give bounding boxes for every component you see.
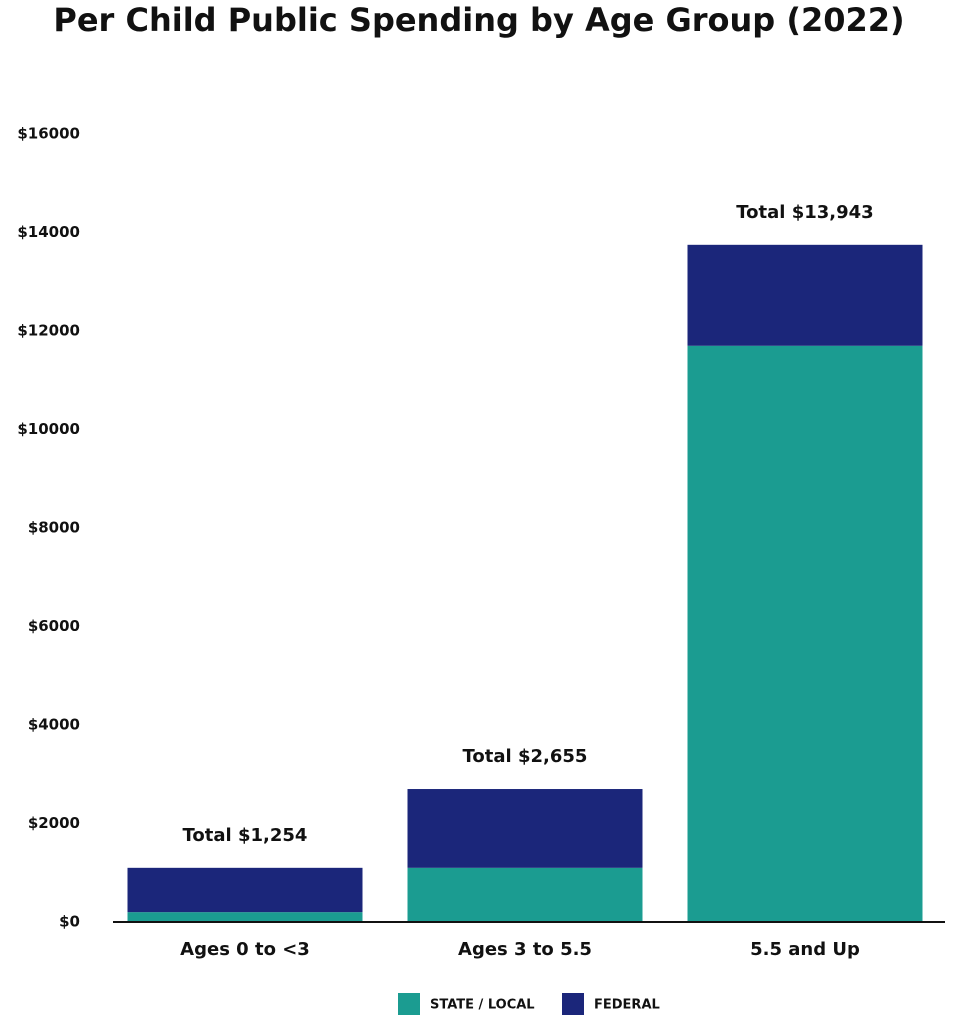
legend-swatch <box>398 993 420 1015</box>
total-label: Total $13,943 <box>736 202 873 223</box>
y-tick-label: $12000 <box>17 322 80 340</box>
y-tick-label: $16000 <box>17 125 80 143</box>
total-label: Total $1,254 <box>183 825 308 846</box>
legend-label: FEDERAL <box>594 998 660 1013</box>
y-tick-label: $8000 <box>28 519 80 537</box>
x-tick-label: 5.5 and Up <box>750 939 860 960</box>
bar-segment <box>687 244 923 346</box>
x-tick-label: Ages 0 to <3 <box>180 939 310 960</box>
legend-label: STATE / LOCAL <box>430 998 535 1013</box>
bar-segment <box>127 867 363 913</box>
y-tick-label: $6000 <box>28 617 80 635</box>
bar-segment <box>127 912 363 922</box>
y-tick-label: $10000 <box>17 420 80 438</box>
y-tick-label: $0 <box>59 913 80 931</box>
chart-title: Per Child Public Spending by Age Group (… <box>53 1 904 39</box>
y-tick-label: $4000 <box>28 716 80 734</box>
total-label: Total $2,655 <box>463 746 588 767</box>
bar-segment <box>407 867 643 922</box>
x-tick-label: Ages 3 to 5.5 <box>458 939 592 960</box>
bar-segment <box>687 345 923 922</box>
bar-segment <box>407 789 643 868</box>
y-tick-label: $2000 <box>28 814 80 832</box>
y-tick-label: $14000 <box>17 223 80 241</box>
legend-swatch <box>562 993 584 1015</box>
